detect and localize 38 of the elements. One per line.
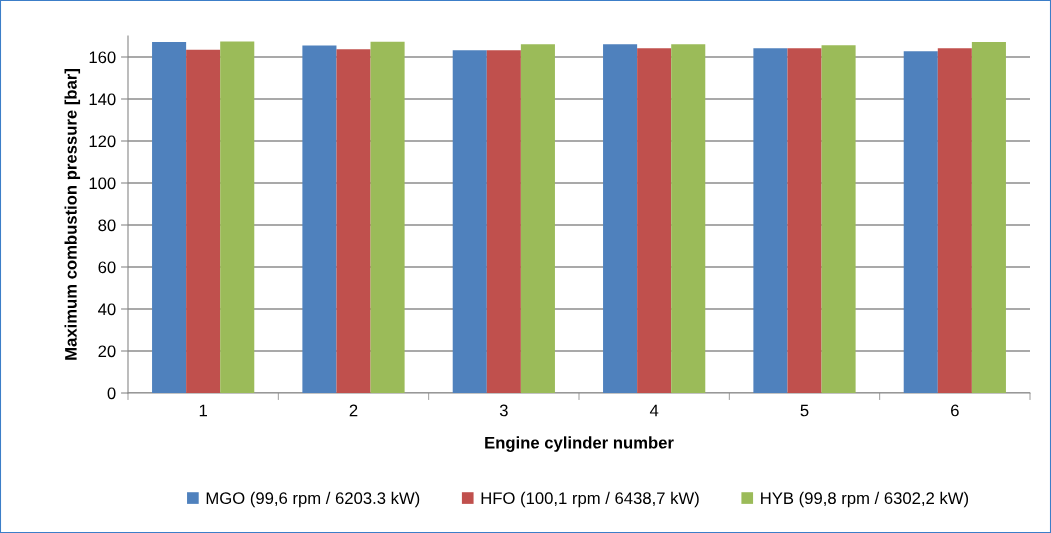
bar — [186, 49, 221, 393]
legend-label: HFO (100,1 rpm / 6438,7 kW) — [481, 491, 699, 508]
bar — [753, 48, 788, 393]
bar — [821, 45, 856, 393]
bar — [336, 49, 371, 393]
y-tick-label: 80 — [98, 219, 116, 232]
legend-label: HYB (99,8 rpm / 6302,2 kW) — [761, 491, 969, 508]
x-tick-label: 3 — [499, 404, 508, 417]
bar — [603, 44, 638, 393]
bar — [520, 44, 555, 393]
x-tick-label: 1 — [199, 404, 207, 417]
bar — [152, 42, 187, 393]
y-tick-label: 120 — [89, 135, 116, 148]
bar — [302, 45, 337, 393]
y-tick-label: 60 — [98, 261, 116, 274]
x-tick-label: 5 — [800, 404, 809, 417]
bar — [637, 48, 672, 393]
y-tick-label: 140 — [89, 93, 116, 106]
bar — [787, 48, 822, 393]
x-tick-label: 2 — [349, 404, 358, 417]
x-axis-title: Engine cylinder number — [485, 436, 674, 452]
x-tick-label: 4 — [649, 404, 659, 417]
bar — [452, 50, 487, 393]
bar — [671, 44, 706, 393]
bar — [937, 48, 972, 393]
legend-label: MGO (99,6 rpm / 6203.3 kW) — [206, 491, 420, 508]
x-tick-label: 6 — [951, 404, 959, 417]
bar — [971, 42, 1006, 393]
bar — [486, 50, 521, 393]
bar — [370, 41, 405, 393]
y-tick-label: 40 — [98, 303, 116, 316]
y-axis-title: Maximum combustion pressure [bar] — [64, 69, 81, 360]
bar — [220, 41, 255, 393]
y-tick-label: 20 — [98, 345, 116, 358]
y-tick-label: 160 — [89, 51, 116, 64]
y-tick-label: 0 — [107, 387, 116, 400]
bar — [903, 51, 938, 393]
y-tick-label: 100 — [89, 177, 116, 190]
